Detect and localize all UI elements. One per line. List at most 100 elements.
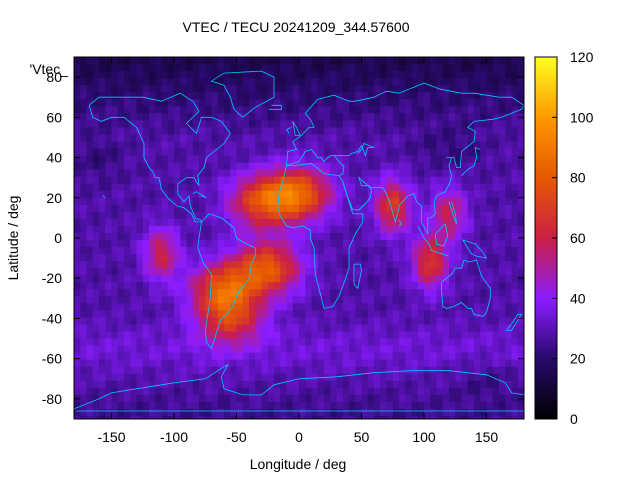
heatmap-cell: [280, 141, 288, 150]
heatmap-cell: [424, 106, 431, 114]
heatmap-cell: [492, 408, 500, 417]
heatmap-cell: [411, 99, 419, 107]
heatmap-cell: [142, 134, 150, 143]
heatmap-cell: [349, 275, 356, 283]
heatmap-cell: [292, 387, 300, 396]
heatmap-cell: [517, 218, 524, 227]
heatmap-cell: [124, 176, 131, 185]
heatmap-cell: [411, 225, 419, 234]
heatmap-cell: [186, 394, 194, 403]
heatmap-cell: [236, 310, 244, 319]
heatmap-cell: [142, 324, 150, 333]
heatmap-cell: [149, 78, 156, 86]
heatmap-cell: [180, 373, 188, 382]
heatmap-cell: [349, 254, 356, 262]
heatmap-cell: [167, 162, 175, 171]
heatmap-cell: [336, 394, 344, 403]
heatmap-cell: [342, 240, 350, 248]
heatmap-cell: [80, 225, 88, 234]
heatmap-cell: [224, 148, 231, 157]
heatmap-cell: [230, 380, 238, 389]
heatmap-cell: [361, 331, 369, 340]
heatmap-cell: [155, 57, 163, 65]
heatmap-cell: [342, 78, 350, 86]
heatmap-cell: [236, 232, 244, 241]
heatmap-cell: [430, 134, 438, 143]
heatmap-cell: [105, 141, 113, 150]
heatmap-cell: [492, 401, 500, 410]
heatmap-cell: [86, 394, 94, 403]
heatmap-cell: [267, 268, 275, 276]
heatmap-cell: [292, 204, 300, 213]
heatmap-cell: [355, 408, 363, 417]
heatmap-cell: [199, 338, 206, 347]
heatmap-cell: [486, 282, 494, 290]
heatmap-cell: [267, 289, 275, 297]
heatmap-cell: [461, 338, 469, 347]
heatmap-cell: [467, 282, 475, 290]
heatmap-cell: [436, 324, 444, 333]
heatmap-cell: [430, 254, 438, 262]
heatmap-cell: [392, 359, 400, 368]
heatmap-cell: [174, 401, 181, 410]
heatmap-cell: [517, 289, 524, 297]
heatmap-cell: [305, 176, 313, 185]
heatmap-cell: [267, 324, 275, 333]
heatmap-cell: [511, 401, 519, 410]
heatmap-cell: [499, 218, 506, 227]
heatmap-cell: [517, 268, 524, 276]
heatmap-cell: [174, 310, 181, 319]
heatmap-cell: [242, 261, 250, 269]
heatmap-cell: [367, 106, 375, 114]
heatmap-cell: [349, 373, 356, 382]
heatmap-cell: [192, 310, 200, 319]
heatmap-cell: [211, 310, 219, 319]
heatmap-cell: [430, 78, 438, 86]
heatmap-cell: [417, 352, 425, 361]
heatmap-cell: [436, 197, 444, 206]
heatmap-cell: [286, 106, 294, 114]
heatmap-cell: [217, 415, 225, 419]
heatmap-cell: [367, 127, 375, 136]
heatmap-cell: [111, 359, 119, 368]
heatmap-cell: [299, 303, 306, 311]
heatmap-cell: [467, 106, 475, 114]
heatmap-cell: [449, 134, 456, 143]
heatmap-cell: [336, 92, 344, 100]
heatmap-cell: [342, 120, 350, 128]
heatmap-cell: [180, 345, 188, 354]
heatmap-cell: [230, 120, 238, 128]
heatmap-cell: [342, 225, 350, 234]
heatmap-cell: [199, 127, 206, 136]
heatmap-cell: [330, 162, 338, 171]
heatmap-cell: [224, 352, 231, 361]
heatmap-cell: [186, 106, 194, 114]
heatmap-cell: [349, 366, 356, 375]
heatmap-cell: [180, 176, 188, 185]
heatmap-cell: [392, 408, 400, 417]
heatmap-cell: [499, 64, 506, 72]
heatmap-cell: [355, 169, 363, 178]
heatmap-cell: [480, 310, 488, 319]
heatmap-cell: [317, 296, 325, 304]
heatmap-cell: [367, 338, 375, 347]
heatmap-cell: [380, 155, 388, 164]
heatmap-cell: [386, 401, 394, 410]
heatmap-cell: [474, 204, 481, 213]
heatmap-cell: [292, 415, 300, 419]
heatmap-cell: [80, 183, 88, 192]
heatmap-cell: [99, 225, 106, 234]
heatmap-cell: [249, 127, 256, 136]
heatmap-cell: [186, 296, 194, 304]
heatmap-cell: [424, 148, 431, 157]
heatmap-cell: [224, 366, 231, 375]
heatmap-cell: [330, 296, 338, 304]
heatmap-cell: [430, 225, 438, 234]
heatmap-cell: [355, 261, 363, 269]
heatmap-cell: [230, 303, 238, 311]
heatmap-cell: [249, 57, 256, 65]
heatmap-cell: [386, 275, 394, 283]
heatmap-cell: [417, 176, 425, 185]
heatmap-cell: [480, 373, 488, 382]
heatmap-cell: [517, 331, 524, 340]
